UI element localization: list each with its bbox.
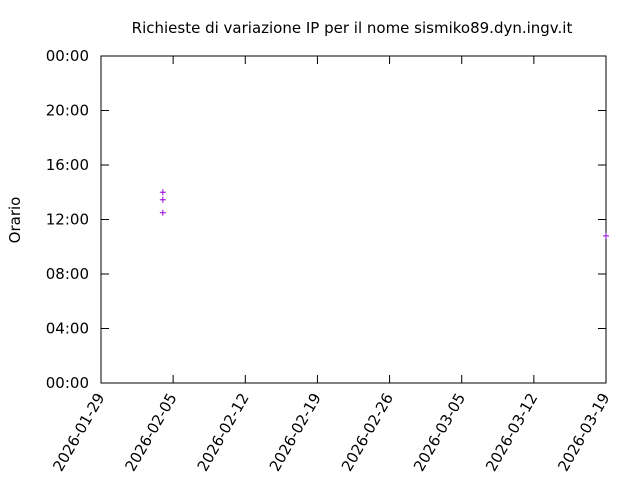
y-tick-label: 12:00 (46, 211, 89, 229)
x-tick-label: 2026-03-05 (410, 390, 469, 475)
x-tick-label: 2026-03-19 (554, 390, 613, 475)
y-tick-label: 00:00 (46, 374, 89, 392)
chart-title: Richieste di variazione IP per il nome s… (132, 19, 573, 37)
y-tick-label: 04:00 (46, 320, 89, 338)
y-tick-label: 08:00 (46, 265, 89, 283)
x-tick-label: 2026-02-19 (266, 390, 325, 475)
point (159, 209, 166, 216)
y-tick-label: 16:00 (46, 156, 89, 174)
x-tick-label: 2026-02-26 (338, 390, 397, 475)
point (159, 189, 166, 196)
x-tick-label: 2026-01-29 (49, 390, 108, 475)
y-tick-label: 00:00 (46, 47, 89, 65)
x-tick-label: 2026-02-12 (194, 390, 253, 475)
y-axis-label: Orario (6, 197, 24, 244)
point (159, 196, 166, 203)
x-tick-label: 2026-02-05 (121, 390, 180, 475)
x-tick-label: 2026-03-12 (482, 390, 541, 475)
point (603, 232, 609, 239)
plot-frame (100, 55, 607, 384)
y-tick-label: 20:00 (46, 102, 89, 120)
